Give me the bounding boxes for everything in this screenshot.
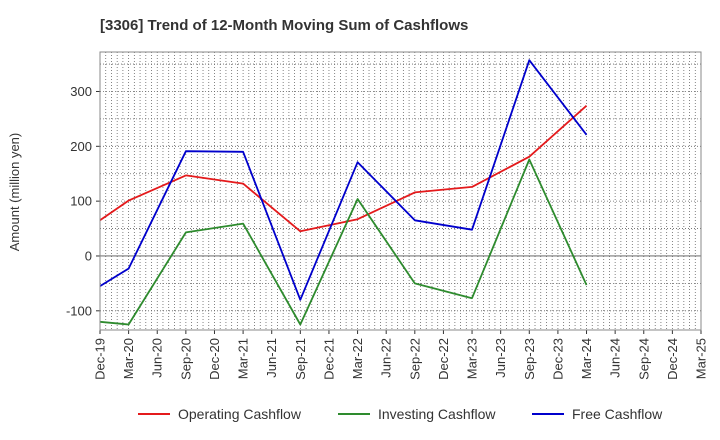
x-tick-label: Dec-23 [550,338,565,380]
y-tick-label: 0 [85,248,92,263]
y-tick-label: 200 [70,139,92,154]
x-tick-label: Mar-21 [236,338,251,379]
legend-label: Free Cashflow [572,406,663,422]
x-tick-label: Dec-20 [207,338,222,380]
y-tick-label: 100 [70,194,92,209]
y-tick-label: -100 [66,303,92,318]
x-axis-ticks: Dec-19 Mar-20 Jun-20 Sep-20 Dec-20 Mar-21 Jun-… [93,330,709,380]
x-tick-label: Dec-21 [321,338,336,380]
x-tick-label: Jun-22 [379,338,394,378]
x-tick-label: Jun-23 [493,338,508,378]
x-tick-label: Dec-22 [436,338,451,380]
series-line-operating-cashflow [99,105,588,233]
x-tick-label: Sep-22 [407,338,422,380]
x-tick-label: Mar-23 [465,338,480,379]
plot-frame [99,51,702,331]
x-tick-label: Dec-19 [93,338,108,380]
x-tick-label: Mar-22 [350,338,365,379]
series-lines [99,59,588,326]
x-tick-label: Sep-20 [178,338,193,380]
y-axis-ticks: -100 0 100 200 300 [66,84,100,318]
x-tick-label: Jun-21 [264,338,279,378]
x-tick-label: Mar-24 [579,338,594,379]
x-tick-label: Mar-25 [694,338,709,379]
grid-lines [99,52,702,330]
x-tick-label: Mar-20 [121,338,136,379]
chart-title: [3306] Trend of 12-Month Moving Sum of C… [100,17,468,34]
series-line-investing-cashflow [99,158,588,326]
x-tick-label: Dec-24 [665,338,680,380]
y-axis-label: Amount (million yen) [7,133,22,252]
x-tick-label: Jun-24 [608,338,623,378]
series-line-free-cashflow [99,59,588,301]
legend-label: Investing Cashflow [378,406,496,422]
legend: Operating Cashflow Investing Cashflow Free… [138,406,663,422]
x-tick-label: Jun-20 [150,338,165,378]
x-tick-label: Sep-24 [636,338,651,380]
legend-label: Operating Cashflow [178,406,302,422]
x-tick-label: Sep-23 [522,338,537,380]
x-tick-label: Sep-21 [293,338,308,380]
y-tick-label: 300 [70,84,92,99]
